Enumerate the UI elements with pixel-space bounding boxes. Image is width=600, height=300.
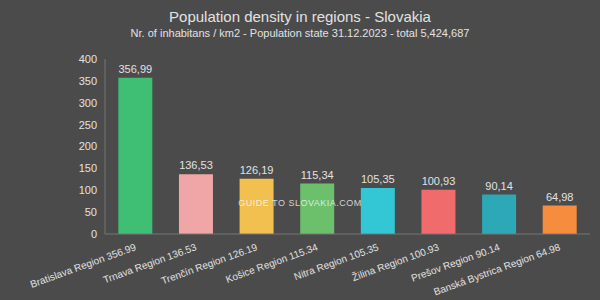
- svg-text:356,99: 356,99: [119, 63, 153, 75]
- svg-text:Nitra Region 105.35: Nitra Region 105.35: [292, 241, 380, 283]
- svg-text:0: 0: [91, 228, 97, 240]
- html-text:GUIDE TO SLOVAKIA.COM: GUIDE TO SLOVAKIA.COM: [238, 198, 362, 208]
- svg-text:105,35: 105,35: [361, 173, 395, 185]
- svg-text:Žilina Region 100.93: Žilina Region 100.93: [350, 241, 441, 283]
- html-text:Population density in regions: Population density in regions - Slovakia: [169, 8, 431, 25]
- svg-text:100,93: 100,93: [422, 175, 456, 187]
- svg-text:Trnava Region 136.53: Trnava Region 136.53: [101, 241, 198, 286]
- svg-text:50: 50: [85, 206, 97, 218]
- svg-text:Bratislava Region 356.99: Bratislava Region 356.99: [29, 241, 138, 290]
- html-text:Nr. of inhabitans / km2 - Popu: Nr. of inhabitans / km2 - Population sta…: [130, 27, 470, 39]
- svg-text:Prešov Region 90.14: Prešov Region 90.14: [409, 241, 502, 284]
- svg-text:90,14: 90,14: [485, 180, 513, 192]
- svg-text:Trenčín Region 126.19: Trenčín Region 126.19: [160, 241, 259, 286]
- svg-text:64,98: 64,98: [546, 191, 574, 203]
- svg-text:115,34: 115,34: [301, 169, 334, 181]
- svg-text:126,19: 126,19: [240, 164, 274, 176]
- svg-text:Košice Region 115.34: Košice Region 115.34: [224, 241, 320, 285]
- svg-text:136,53: 136,53: [179, 159, 213, 171]
- svg-text:150: 150: [79, 162, 97, 174]
- svg-text:Banská Bystrica Region 64.98: Banská Bystrica Region 64.98: [432, 241, 562, 297]
- svg-text:350: 350: [79, 75, 97, 87]
- svg-text:250: 250: [79, 119, 97, 131]
- svg-text:100: 100: [79, 184, 97, 196]
- svg-text:400: 400: [79, 53, 97, 65]
- svg-text:200: 200: [79, 140, 97, 152]
- svg-text:300: 300: [79, 97, 97, 109]
